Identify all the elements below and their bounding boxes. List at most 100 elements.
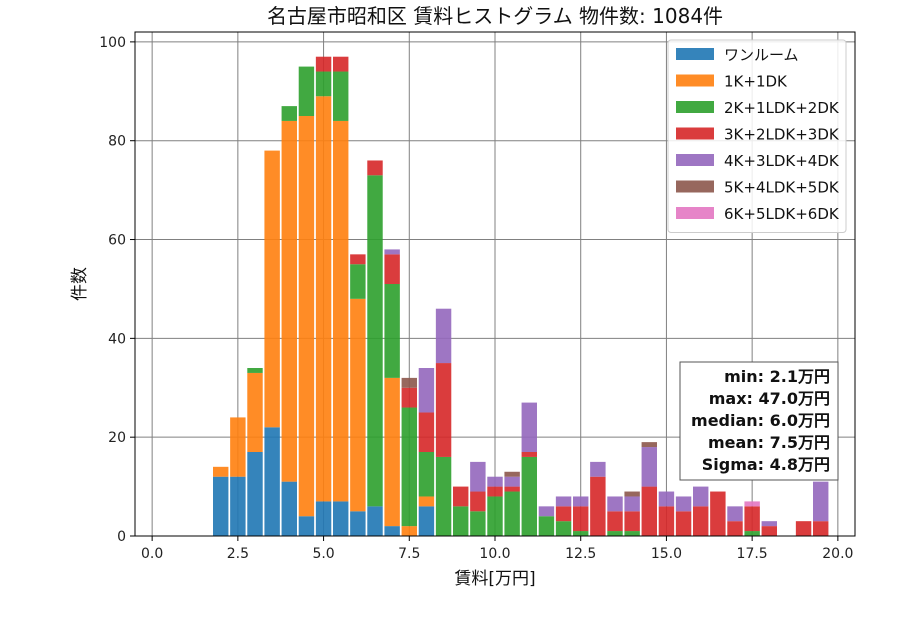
bar-segment — [350, 511, 366, 536]
bar-segment — [658, 491, 675, 507]
x-tick-label: 7.5 — [398, 546, 420, 562]
stats-line: mean: 7.5万円 — [708, 433, 830, 452]
x-tick-label: 5.0 — [312, 546, 334, 562]
x-tick-label: 2.5 — [227, 546, 249, 562]
bar-segment — [281, 106, 297, 121]
bar-segment — [487, 486, 503, 497]
legend-swatch — [676, 48, 714, 60]
bar-segment — [367, 175, 383, 507]
bar-segment — [384, 284, 400, 378]
chart-title: 名古屋市昭和区 賃料ヒストグラム 物件数: 1084件 — [267, 4, 723, 28]
bar-segment — [538, 506, 555, 517]
x-axis-ticks: 0.0 2.5 5.0 7.5 10.0 12.5 15.0 17.5 20.0 — [141, 536, 853, 562]
bar-stacks — [213, 56, 829, 536]
bar-segment — [813, 481, 829, 522]
bar-segment — [401, 526, 417, 536]
bar-segment — [744, 531, 760, 536]
legend-label: 1K+1DK — [724, 73, 788, 91]
bar-segment — [487, 476, 503, 487]
y-tick-label: 40 — [108, 331, 126, 347]
bar-segment — [298, 66, 315, 116]
bar-segment — [350, 254, 366, 265]
bar-segment — [590, 476, 606, 536]
bar-segment — [744, 506, 760, 532]
legend-label: 2K+1LDK+2DK — [724, 99, 840, 117]
x-axis-label: 賃料[万円] — [454, 569, 535, 589]
bar-segment — [333, 56, 349, 72]
bar-segment — [453, 506, 469, 536]
bar-segment — [624, 511, 640, 532]
y-axis-label: 件数 — [70, 267, 90, 301]
bar-segment — [350, 298, 366, 512]
bar-segment — [693, 486, 709, 507]
bar-segment — [573, 531, 589, 536]
bar-segment — [504, 476, 520, 487]
stats-line: max: 47.0万円 — [709, 389, 830, 408]
y-tick-label: 100 — [99, 35, 126, 51]
legend-label: 5K+4LDK+5DK — [724, 179, 840, 197]
bar-segment — [418, 368, 435, 413]
bar-segment — [230, 476, 246, 536]
bar-segment — [624, 496, 640, 512]
bar-segment — [384, 526, 400, 536]
bar-segment — [384, 254, 400, 284]
bar-segment — [418, 496, 435, 507]
bar-segment — [264, 427, 280, 536]
bar-segment — [350, 264, 366, 299]
bar-segment — [487, 496, 503, 536]
bar-segment — [418, 412, 435, 452]
bar-segment — [247, 372, 263, 452]
bar-segment — [555, 521, 572, 536]
bar-segment — [727, 506, 743, 522]
bar-segment — [401, 407, 417, 527]
bar-segment — [727, 521, 743, 536]
bar-segment — [315, 56, 332, 72]
x-tick-label: 20.0 — [822, 546, 853, 562]
bar-segment — [641, 442, 657, 448]
legend-label: ワンルーム — [724, 46, 799, 64]
bar-segment — [333, 501, 349, 536]
bar-segment — [590, 461, 606, 477]
legend-swatch — [676, 74, 714, 87]
legend-swatch — [676, 127, 714, 140]
bar-segment — [624, 491, 640, 497]
bar-segment — [315, 71, 332, 97]
bar-segment — [213, 466, 229, 477]
bar-segment — [538, 516, 555, 536]
bar-segment — [384, 249, 400, 255]
bar-segment — [435, 363, 452, 457]
bar-segment — [521, 402, 537, 452]
bar-segment — [298, 116, 315, 517]
bar-segment — [315, 501, 332, 536]
y-tick-label: 60 — [108, 233, 126, 249]
x-tick-label: 15.0 — [651, 546, 682, 562]
bar-segment — [761, 521, 777, 527]
bar-segment — [470, 491, 486, 512]
y-tick-label: 0 — [117, 529, 126, 545]
legend-swatch — [676, 207, 714, 219]
bar-segment — [470, 511, 486, 536]
bar-segment — [281, 120, 297, 482]
bar-segment — [281, 481, 297, 536]
x-tick-label: 17.5 — [737, 546, 768, 562]
bar-segment — [418, 452, 435, 497]
x-tick-label: 10.0 — [479, 546, 510, 562]
bar-segment — [384, 377, 400, 527]
bar-segment — [247, 452, 263, 536]
bar-segment — [470, 461, 486, 492]
bar-segment — [813, 521, 829, 536]
bar-segment — [504, 486, 520, 492]
bar-segment — [761, 526, 777, 536]
bar-segment — [435, 308, 452, 364]
bar-segment — [315, 96, 332, 502]
y-tick-label: 80 — [108, 134, 126, 150]
bar-segment — [573, 496, 589, 507]
legend-label: 4K+3LDK+4DK — [724, 152, 840, 170]
bar-segment — [641, 486, 657, 536]
legend-label: 6K+5LDK+6DK — [724, 205, 840, 223]
bar-segment — [213, 476, 229, 536]
bar-segment — [435, 456, 452, 536]
bar-segment — [333, 120, 349, 502]
legend-swatch — [676, 154, 714, 166]
